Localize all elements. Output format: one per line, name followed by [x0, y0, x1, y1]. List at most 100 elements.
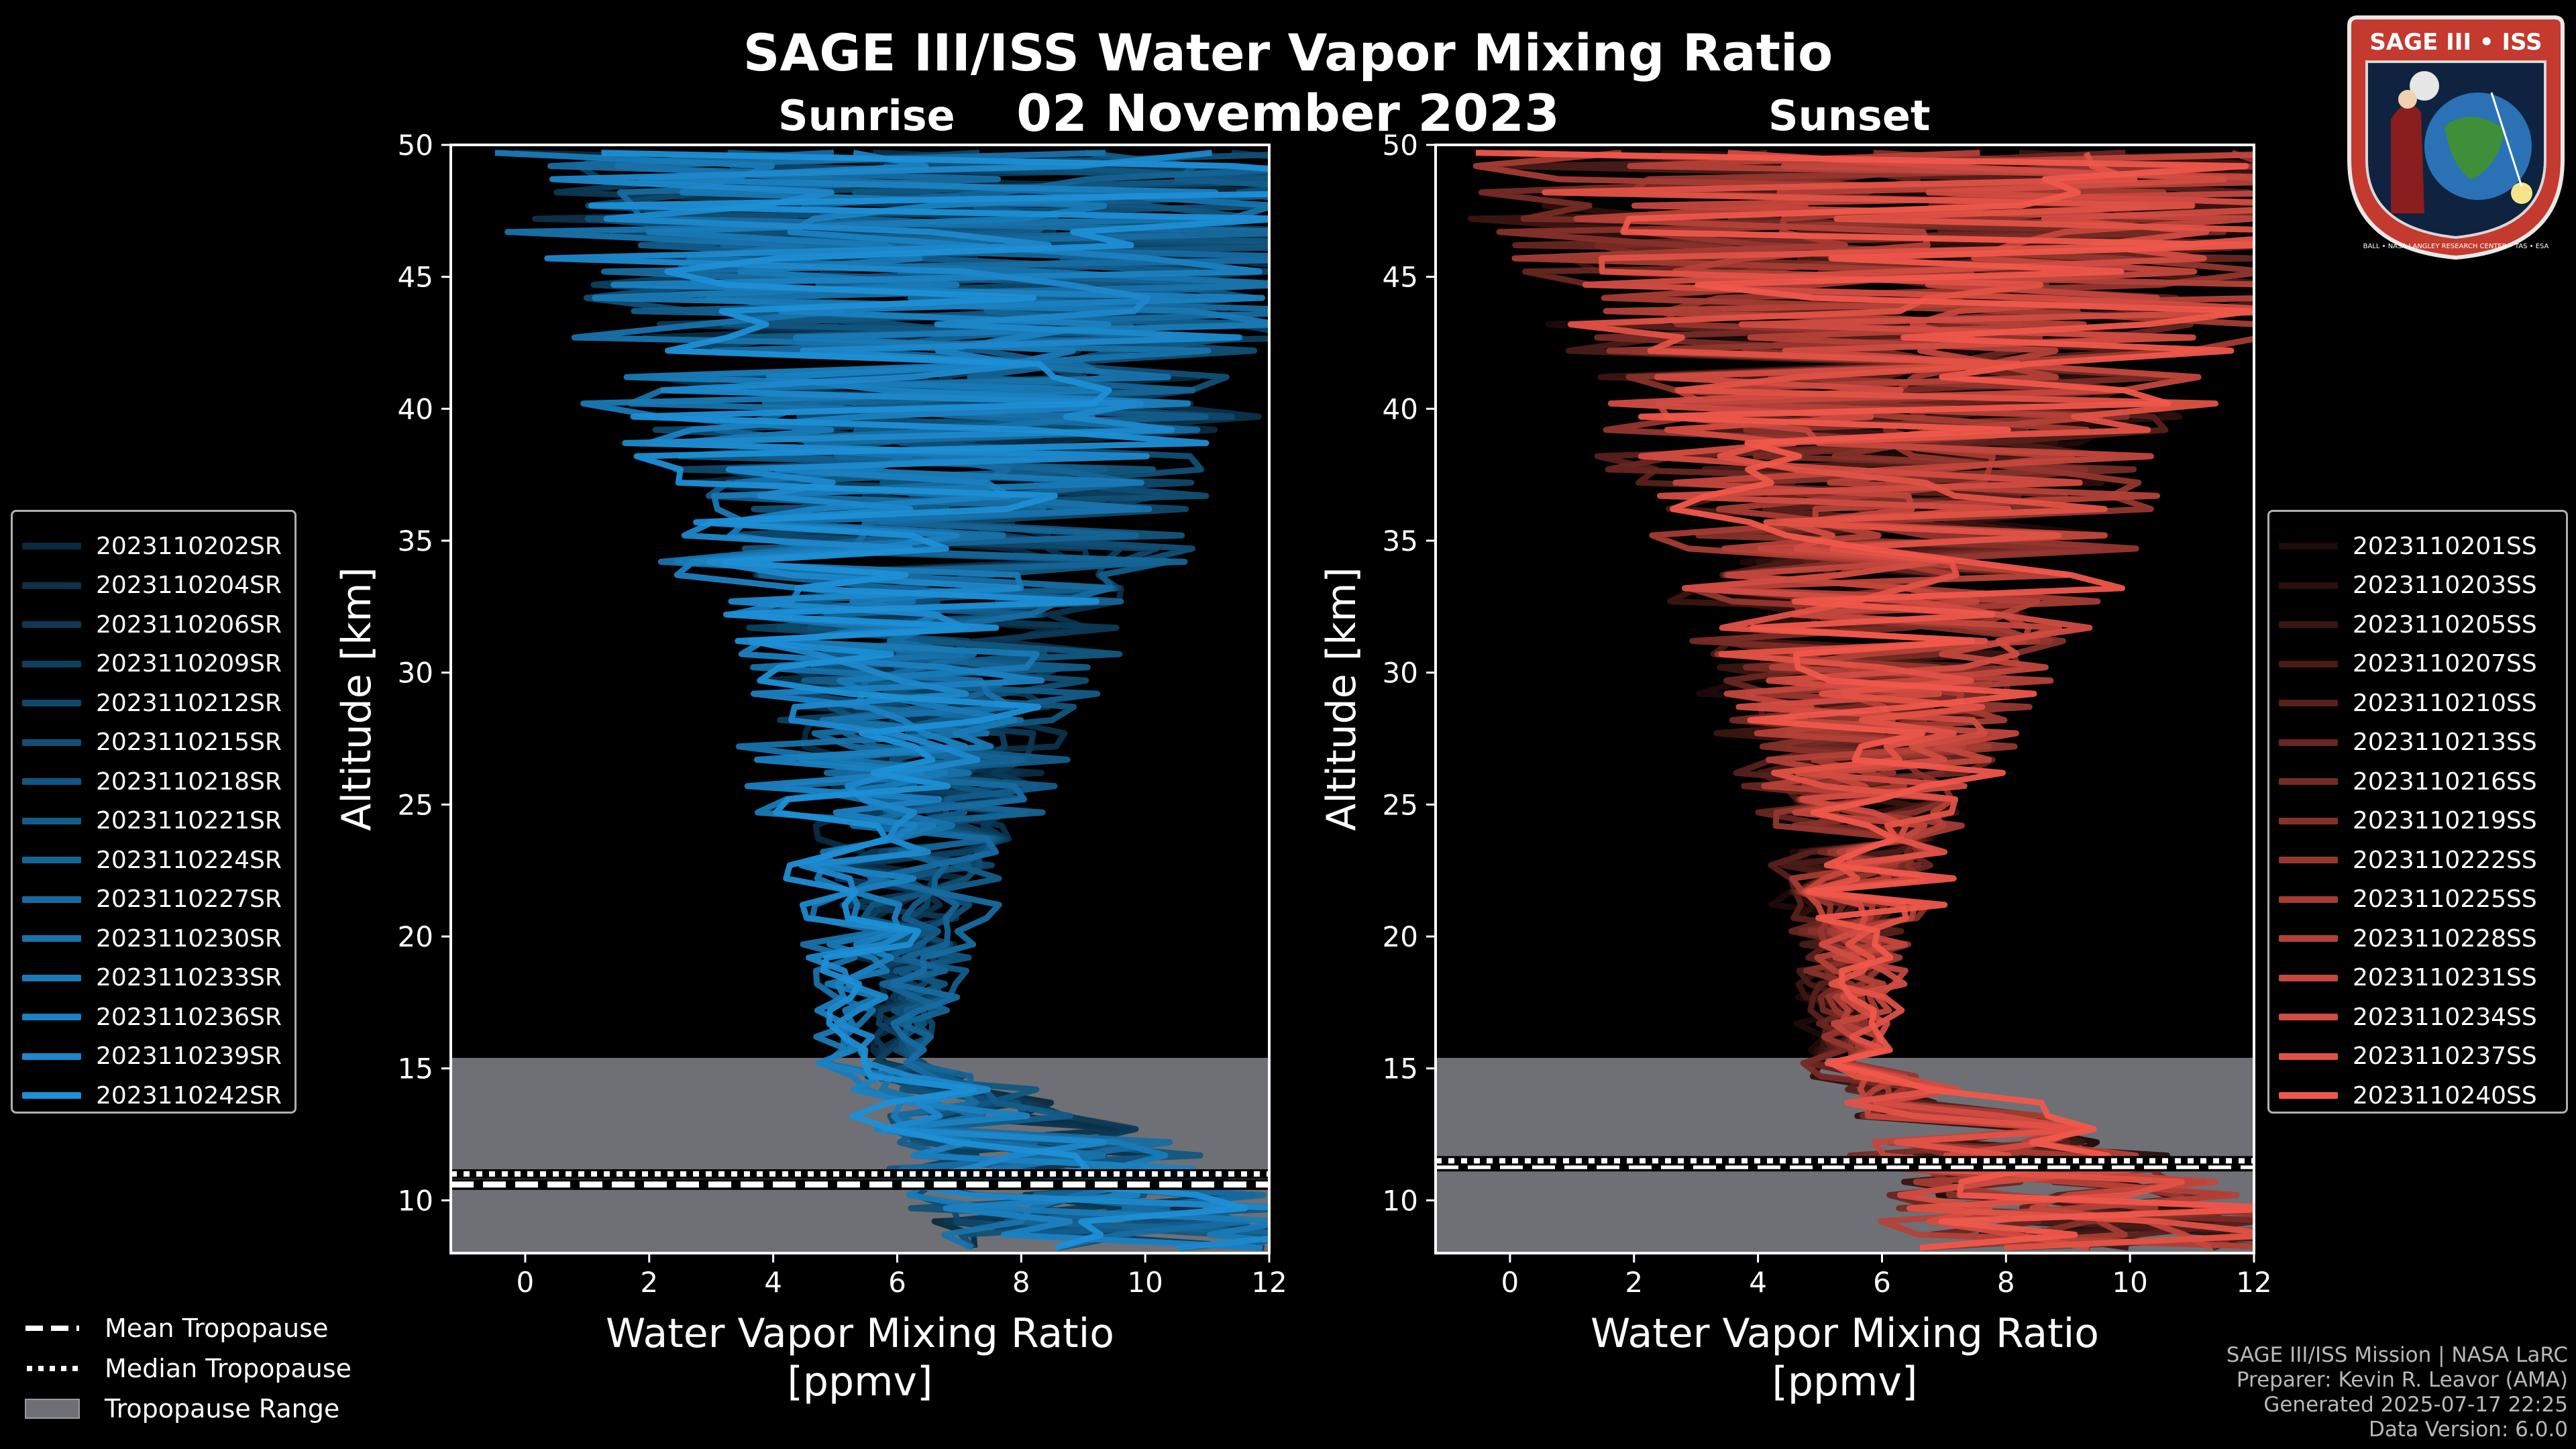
legend-swatch: [22, 974, 81, 981]
axes-frame: [1434, 144, 2255, 1254]
legend-item: 2023110224SR: [22, 841, 282, 879]
legend-item: 2023110233SR: [22, 959, 282, 998]
legend-label: 2023110233SR: [96, 964, 282, 991]
date-title: 02 November 2023: [1016, 83, 1560, 143]
legend-swatch: [2279, 778, 2338, 785]
legend-label: 2023110242SR: [96, 1081, 282, 1110]
y-tick-label: 40: [398, 392, 433, 425]
logo-subtext: BALL • NASA LANGLEY RESEARCH CENTER • TA…: [2363, 243, 2549, 250]
profile-line-2023110236SR: [610, 150, 1266, 1251]
legend-swatch: [22, 896, 81, 903]
legend-item: 2023110216SS: [2279, 762, 2537, 801]
axes-frame: [449, 144, 1271, 1254]
legend-swatch: [22, 778, 81, 785]
y-tick-label: 15: [398, 1053, 433, 1085]
y-tick-label: 45: [1383, 261, 1418, 294]
y-tick-label: 25: [398, 788, 433, 821]
legend-median-tropopause: Median Tropopause: [24, 1348, 352, 1389]
legend-item: 2023110209SR: [22, 645, 282, 684]
y-tick-label: 45: [398, 261, 433, 294]
y-axis-label: Altitude [km]: [1318, 567, 1365, 831]
legend-swatch: [22, 1014, 81, 1020]
x-tick-label: 0: [517, 1266, 535, 1299]
logo-text: SAGE III • ISS: [2369, 29, 2542, 56]
legend-swatch: [2279, 1053, 2338, 1060]
legend-label: 2023110218SR: [96, 767, 282, 796]
legend-swatch: [22, 700, 81, 706]
y-tick-label: 10: [398, 1184, 433, 1217]
legend-swatch: [2279, 582, 2338, 589]
sunrise-panel: 0 2 4 6 8 10 12 10 15 20 25 30 35 40 45 50 Water Vapor M…: [333, 129, 1287, 1405]
legend-item: 2023110231SS: [2279, 959, 2537, 998]
y-tick-label: 35: [398, 525, 433, 557]
legend-item: 2023110219SS: [2279, 802, 2537, 841]
x-tick-label: 6: [1873, 1266, 1891, 1299]
legend-label: 2023110237SS: [2353, 1042, 2537, 1070]
legend-label: 2023110212SR: [96, 689, 282, 717]
legend-label: 2023110202SR: [96, 532, 282, 560]
legend-swatch: [22, 1092, 81, 1099]
legend-swatch: [22, 739, 81, 746]
legend-label: 2023110209SR: [96, 650, 282, 678]
legend-item: 2023110201SS: [2279, 527, 2537, 566]
legend-swatch: [2279, 739, 2338, 746]
legend-item: 2023110218SR: [22, 762, 282, 801]
legend-label: 2023110236SR: [96, 1003, 282, 1031]
y-tick-label: 30: [1383, 657, 1418, 690]
legend-swatch: [2279, 817, 2338, 824]
legend-swatch: [2279, 700, 2338, 706]
profile-line-2023110242SR: [588, 150, 1269, 1251]
x-tick-label: 12: [1251, 1266, 1287, 1299]
legend-label: 2023110210SS: [2353, 689, 2537, 717]
legend-item: 2023110236SR: [22, 998, 282, 1036]
legend-swatch: [2279, 935, 2338, 942]
sunset-subtitle: Sunset: [1768, 91, 1931, 140]
legend-item: 2023110212SR: [22, 684, 282, 722]
legend-label: 2023110240SS: [2353, 1081, 2537, 1110]
y-tick-label: 30: [398, 657, 433, 690]
legend-swatch: [22, 935, 81, 942]
legend-swatch: [2279, 857, 2338, 863]
legend-item: 2023110234SS: [2279, 998, 2537, 1036]
legend-label: 2023110204SR: [96, 572, 282, 599]
legend-item: 2023110207SS: [2279, 645, 2537, 684]
legend-label: 2023110225SS: [2353, 885, 2537, 913]
legend-tropopause-range: Tropopause Range: [24, 1389, 352, 1429]
legend-swatch: [2279, 621, 2338, 628]
legend-item: 2023110225SS: [2279, 880, 2537, 919]
legend-item: 2023110242SR: [22, 1076, 282, 1115]
legend-item: 2023110202SR: [22, 527, 282, 566]
x-axis-label: Water Vapor Mixing Ratio: [1591, 1310, 2099, 1357]
legend-swatch: [2279, 543, 2338, 549]
legend-item: 2023110227SR: [22, 880, 282, 919]
legend-label: 2023110221SR: [96, 807, 282, 835]
legend-item: 2023110203SS: [2279, 566, 2537, 605]
legend-swatch: [22, 621, 81, 628]
legend-item: 2023110215SR: [22, 723, 282, 762]
dashed-line-icon: [25, 1326, 79, 1331]
legend-swatch: [2279, 1092, 2338, 1099]
legend-label: 2023110216SS: [2353, 767, 2537, 796]
x-axis-unit-label: [ppmv]: [1772, 1358, 1918, 1405]
x-tick-label: 2: [1625, 1266, 1643, 1299]
legend-range-label: Tropopause Range: [105, 1394, 340, 1424]
x-axis-label: Water Vapor Mixing Ratio: [606, 1310, 1114, 1357]
x-axis-unit-label: [ppmv]: [788, 1358, 933, 1405]
legend-label: 2023110231SS: [2353, 964, 2537, 991]
y-tick-label: 50: [398, 129, 433, 162]
legend-item: 2023110240SS: [2279, 1076, 2537, 1115]
y-tick-label: 50: [1383, 129, 1418, 162]
legend-item: 2023110239SR: [22, 1037, 282, 1076]
legend-label: 2023110222SS: [2353, 846, 2537, 874]
legend-median-label: Median Tropopause: [105, 1354, 352, 1383]
mission-patch-icon: SAGE III • ISS BALL • NASA LANGLEY RESEA…: [2347, 15, 2565, 260]
legend-item: 2023110204SR: [22, 566, 282, 605]
legend-swatch: [2279, 660, 2338, 667]
chart-title: SAGE III/ISS Water Vapor Mixing Ratio: [743, 23, 1833, 83]
legend-item: 2023110205SS: [2279, 605, 2537, 644]
x-tick-label: 0: [1501, 1266, 1519, 1299]
legend-item: 2023110221SR: [22, 802, 282, 841]
x-tick-label: 12: [2236, 1266, 2271, 1299]
legend-item: 2023110222SS: [2279, 841, 2537, 879]
